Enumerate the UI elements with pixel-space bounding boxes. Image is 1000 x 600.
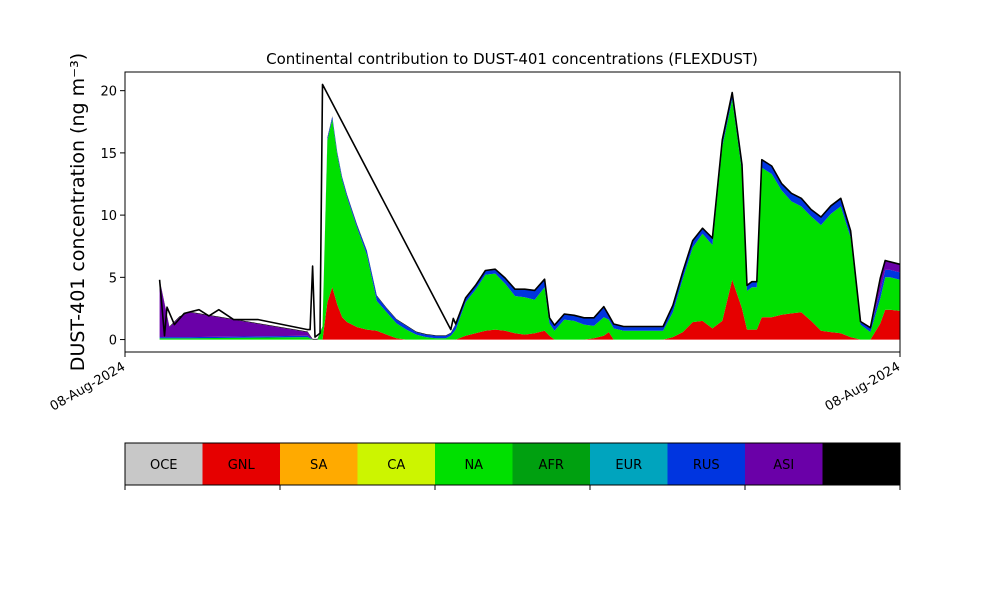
plot-frame: [124, 71, 901, 353]
legend-label: EUR: [615, 458, 642, 473]
legend-swatch-aus: [822, 443, 901, 485]
legend-label: NA: [464, 458, 483, 473]
legend-swatch-na: [435, 443, 513, 485]
legend-frame: [124, 442, 901, 486]
y-tick-label: 0: [109, 334, 117, 349]
y-tick-label: 5: [109, 271, 117, 286]
legend-label: GNL: [228, 458, 256, 473]
area-na: [159, 99, 901, 340]
legend-swatch-afr: [512, 443, 591, 485]
y-axis-ticks: 0 5 10 15 20: [100, 85, 125, 349]
legend-swatch-oce: [125, 443, 203, 485]
chart-title: Continental contribution to DUST-401 con…: [266, 50, 758, 68]
legend-swatch-eur: [590, 443, 668, 485]
legend-swatch-sa: [280, 443, 358, 485]
stacked-areas: [159, 92, 901, 340]
total-outline: [158, 83, 901, 338]
y-axis-label: DUST-401 concentration (ng m⁻³): [67, 53, 89, 371]
legend-label: AUS: [848, 458, 875, 473]
legend-label: OCE: [150, 458, 178, 473]
x-tick-label: 08-Aug-2024: [823, 359, 903, 414]
legend-colorbar: OCE GNL SA CA NA AFR EUR RUS ASI AUS: [124, 442, 901, 490]
x-axis-ticks: 08-Aug-2024 08-Aug-2024: [48, 352, 903, 415]
legend-label: CA: [387, 458, 405, 473]
legend-label: RUS: [693, 458, 720, 473]
legend-swatch-ca: [357, 443, 436, 485]
legend-label: SA: [310, 458, 327, 473]
y-tick-label: 15: [100, 147, 117, 162]
legend-label: AFR: [539, 458, 564, 473]
legend-swatch-gnl: [202, 443, 281, 485]
area-gnl: [159, 279, 901, 340]
legend-label: ASI: [773, 458, 794, 473]
legend-swatch-rus: [667, 443, 746, 485]
y-tick-label: 10: [100, 209, 117, 224]
legend-swatch-asi: [745, 443, 823, 485]
y-tick-label: 20: [100, 85, 117, 100]
